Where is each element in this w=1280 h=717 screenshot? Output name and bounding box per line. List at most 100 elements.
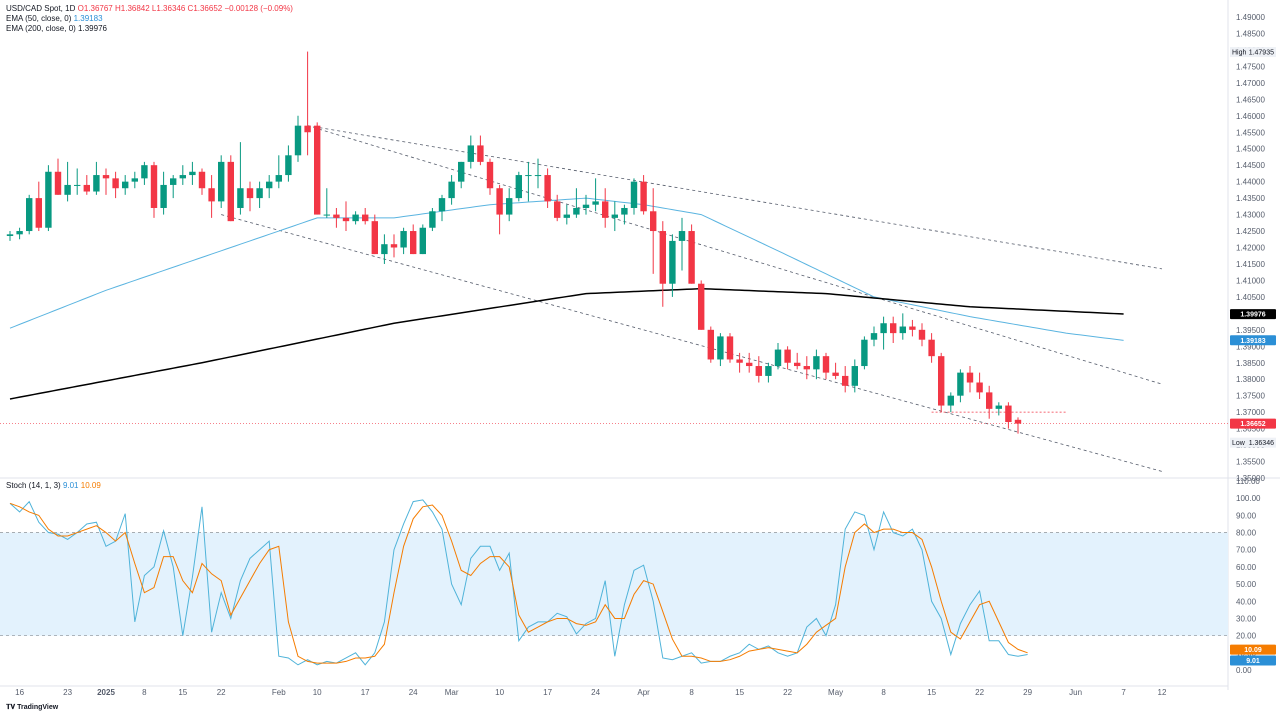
price-tick-label: 1.39000 bbox=[1236, 342, 1265, 351]
candle-body bbox=[640, 181, 647, 212]
candle-body bbox=[1005, 405, 1012, 423]
price-tick-label: 1.46500 bbox=[1236, 95, 1265, 104]
ema50-price-tag-text: 1.39183 bbox=[1240, 338, 1265, 345]
date-tick-label: 15 bbox=[178, 688, 187, 697]
candle-body bbox=[746, 362, 753, 367]
stoch-k-line bbox=[9, 499, 1028, 666]
candle-body bbox=[102, 175, 110, 179]
candle-body bbox=[467, 145, 474, 162]
candle-body bbox=[842, 375, 849, 386]
ohlc-high: 1.36842 bbox=[120, 4, 150, 13]
stoch-legend[interactable]: Stoch (14, 1, 3) 9.01 10.09 bbox=[6, 481, 101, 491]
candle-body bbox=[26, 198, 33, 232]
candle-body bbox=[410, 231, 417, 255]
stoch-tick-label: 70.00 bbox=[1236, 546, 1257, 555]
price-tick-label: 1.41500 bbox=[1236, 260, 1265, 269]
price-tags: 1.39976 1.39183 1.36652 High 1.47935 Low 1.363… bbox=[1230, 47, 1276, 666]
ema200-legend-row[interactable]: EMA (200, close, 0) 1.39976 bbox=[6, 24, 293, 34]
candle-body bbox=[698, 283, 705, 330]
price-tick-label: 1.48500 bbox=[1236, 29, 1265, 38]
candle-body bbox=[381, 244, 388, 255]
candle-body bbox=[170, 178, 177, 185]
stoch-tick-label: 80.00 bbox=[1236, 529, 1257, 538]
candle-body bbox=[774, 349, 782, 367]
candle-body bbox=[429, 211, 436, 228]
high-marker-label: High bbox=[1232, 50, 1247, 57]
price-tick-label: 1.41000 bbox=[1236, 276, 1265, 285]
date-tick-label: 15 bbox=[927, 688, 936, 697]
candle-body bbox=[16, 231, 23, 235]
price-tick-label: 1.36500 bbox=[1236, 425, 1265, 434]
candle-body bbox=[477, 145, 484, 162]
candle-body bbox=[227, 161, 234, 222]
candle-body bbox=[592, 201, 599, 205]
symbol-row: USD/CAD Spot, 1D O1.36767 H1.36842 L1.36… bbox=[6, 4, 293, 14]
candle-body bbox=[294, 125, 302, 156]
candle-body bbox=[813, 356, 820, 370]
candle-body bbox=[458, 161, 465, 182]
candle-body bbox=[611, 214, 618, 218]
candle-body bbox=[35, 198, 42, 228]
candle-body bbox=[6, 234, 14, 236]
date-tick-label: Apr bbox=[637, 688, 650, 697]
date-tick-label: 24 bbox=[591, 688, 600, 697]
symbol-name[interactable]: USD/CAD Spot, 1D bbox=[6, 4, 76, 13]
candle-body bbox=[352, 214, 359, 222]
candle-body bbox=[630, 181, 638, 208]
stoch-d-value: 10.09 bbox=[80, 481, 101, 490]
date-tick-label: Feb bbox=[272, 688, 286, 697]
ema200-label: EMA (200, close, 0) bbox=[6, 24, 76, 33]
candle-body bbox=[659, 231, 666, 284]
candle-body bbox=[323, 214, 330, 216]
tradingview-logo[interactable]: 𝐓𝐕 TradingView bbox=[6, 704, 58, 712]
candle-body bbox=[957, 372, 964, 396]
price-tick-label: 1.44000 bbox=[1236, 178, 1265, 187]
candle-body bbox=[784, 349, 791, 363]
candle-body bbox=[371, 221, 378, 255]
candle-body bbox=[448, 181, 455, 199]
candle-body bbox=[438, 198, 446, 212]
trendline bbox=[307, 125, 1163, 385]
stoch-overbought-oversold-band bbox=[0, 532, 1228, 636]
ohlc-close-label: C bbox=[187, 4, 194, 13]
stoch-tick-label: 0.00 bbox=[1236, 666, 1252, 675]
ema50-label: EMA (50, close, 0) bbox=[6, 14, 72, 23]
stoch-tick-label: 50.00 bbox=[1236, 580, 1257, 589]
candle-body bbox=[794, 362, 801, 367]
price-tick-label: 1.37500 bbox=[1236, 392, 1265, 401]
price-tick-label: 1.46000 bbox=[1236, 112, 1265, 121]
stoch-tick-label: 90.00 bbox=[1236, 511, 1257, 520]
candle-body bbox=[198, 171, 206, 189]
stoch-k-tag-text: 9.01 bbox=[1246, 658, 1260, 665]
ema50-legend-row[interactable]: EMA (50, close, 0) 1.39183 bbox=[6, 14, 293, 24]
candle-body bbox=[986, 392, 993, 409]
date-tick-label: 23 bbox=[63, 688, 72, 697]
candle-body bbox=[333, 214, 340, 218]
candle-body bbox=[573, 207, 580, 215]
candle-body bbox=[150, 165, 158, 208]
price-tick-label: 1.47000 bbox=[1236, 79, 1265, 88]
candle-body bbox=[160, 184, 167, 208]
price-tick-label: 1.42500 bbox=[1236, 227, 1265, 236]
candle-body bbox=[755, 366, 762, 376]
price-tick-label: 1.44500 bbox=[1236, 161, 1265, 170]
price-tick-label: 1.38500 bbox=[1236, 359, 1265, 368]
candle-body bbox=[880, 323, 887, 334]
price-axis-ticks: 1.490001.485001.480001.475001.470001.465… bbox=[1236, 13, 1265, 483]
date-tick-label: 10 bbox=[495, 688, 504, 697]
date-tick-label: 22 bbox=[217, 688, 226, 697]
main-legend: USD/CAD Spot, 1D O1.36767 H1.36842 L1.36… bbox=[6, 4, 293, 34]
price-tick-label: 1.43500 bbox=[1236, 194, 1265, 203]
price-tick-label: 1.35500 bbox=[1236, 458, 1265, 467]
stoch-k-value: 9.01 bbox=[62, 481, 79, 490]
candle-body bbox=[83, 184, 90, 192]
ema200-value: 1.39976 bbox=[78, 24, 107, 33]
candle-body bbox=[966, 372, 974, 383]
stoch-tick-label: 40.00 bbox=[1236, 597, 1257, 606]
ohlc-open: 1.36767 bbox=[83, 4, 113, 13]
high-marker-value: 1.47935 bbox=[1249, 50, 1274, 57]
ema50-price-tag-box bbox=[1230, 335, 1276, 346]
candle-body bbox=[870, 333, 878, 340]
candle-body bbox=[74, 184, 81, 186]
